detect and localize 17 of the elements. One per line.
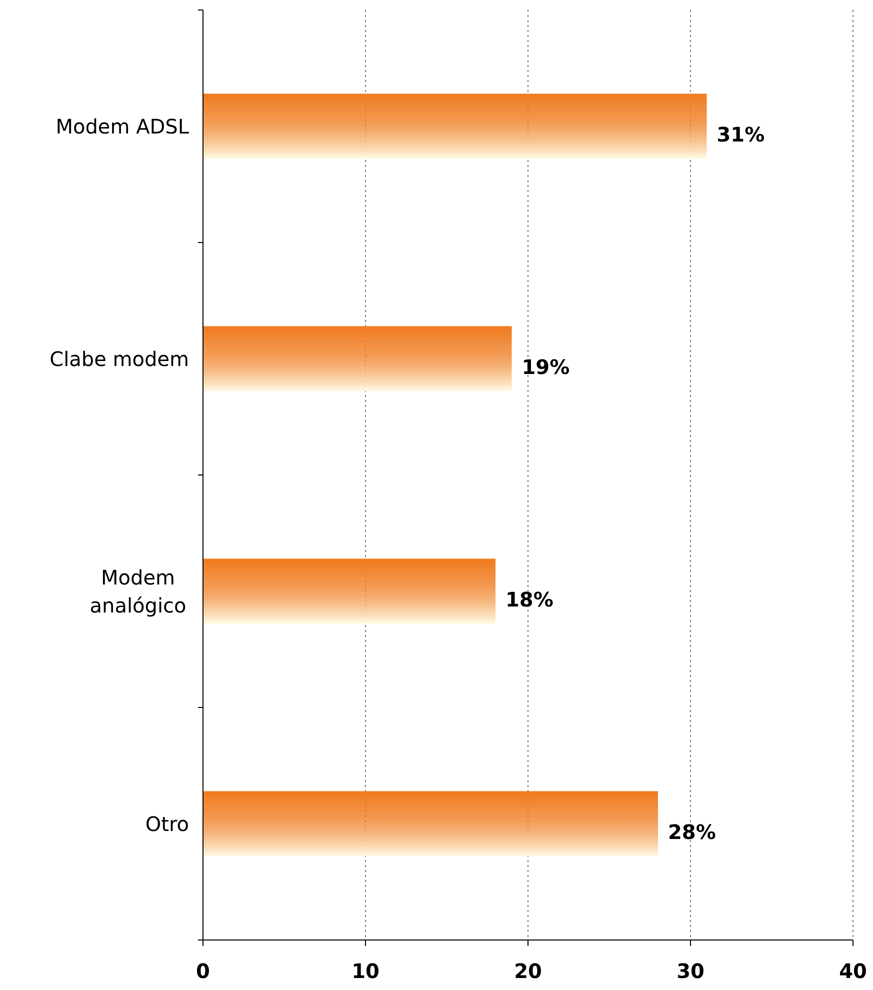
data-label: 31% <box>716 122 765 146</box>
y-tick-label: Clabe modem <box>50 346 189 371</box>
data-label: 18% <box>506 587 554 612</box>
bar <box>203 558 496 624</box>
x-tick-label: 20 <box>514 959 542 983</box>
bar <box>203 94 707 159</box>
x-tick-label: 40 <box>839 959 867 983</box>
y-tick-label: Otro <box>145 812 189 836</box>
x-tick-label: 10 <box>352 959 380 983</box>
data-label: 28% <box>668 820 716 844</box>
bar <box>203 326 512 392</box>
y-tick-label: Modem ADSL <box>56 114 190 138</box>
x-tick-label: 0 <box>196 959 210 983</box>
y-tick-label: Modem analógico <box>90 565 186 618</box>
x-tick-label: 30 <box>676 959 704 983</box>
data-label: 19% <box>522 354 570 379</box>
bar <box>203 791 658 856</box>
